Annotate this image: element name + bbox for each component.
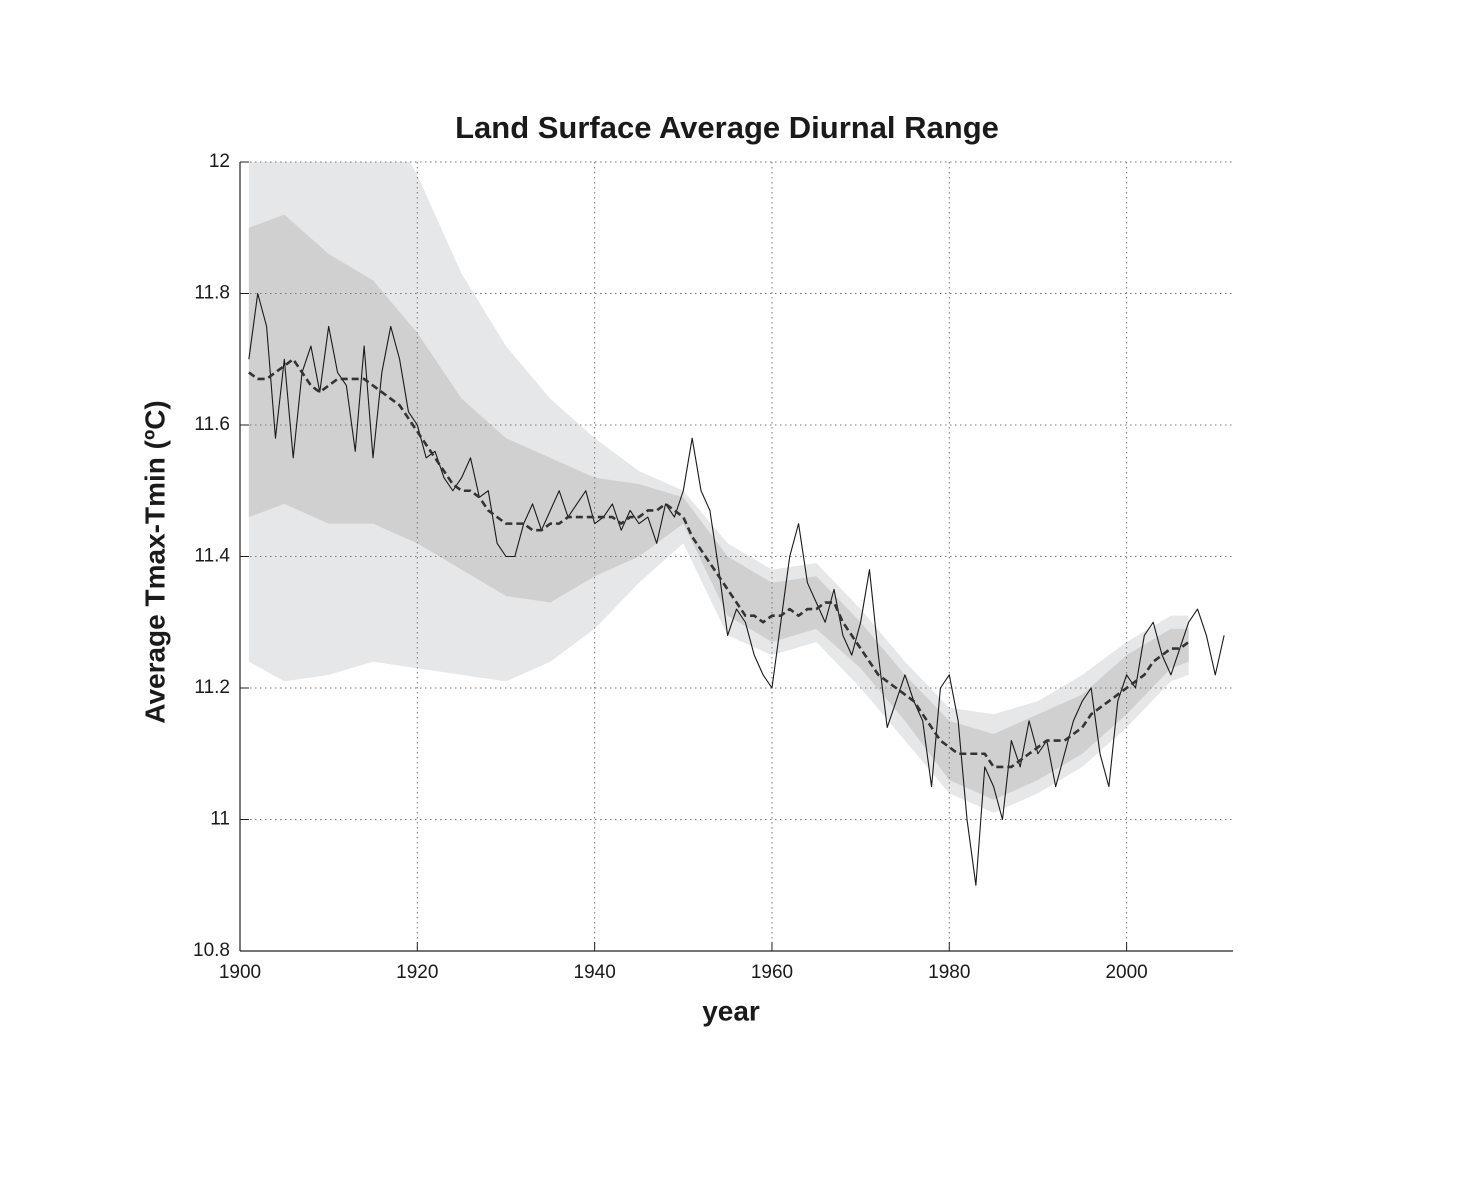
x-tick-label: 1940 [574,962,616,983]
uncertainty-band [248,214,1189,800]
data-line [248,292,1225,886]
y-tick-label: 10.8 [193,940,230,961]
x-tick-label: 1960 [751,962,793,983]
x-axis-label: year [702,995,760,1026]
x-tick-label: 1980 [928,962,970,983]
y-tick-label: 11 [210,809,230,830]
y-tick-label: 11.6 [194,414,230,435]
y-tick-label: 11.2 [194,677,230,698]
lines [248,292,1225,886]
smoothed-line [248,357,1190,769]
uncertainty-band [248,162,1189,813]
y-tick-label: 11.8 [194,283,230,304]
y-axis-label: Average Tmax-Tmin (ºC) [139,400,170,723]
x-tick-label: 2000 [1105,962,1147,983]
x-tick-label: 1900 [219,962,261,983]
y-tick-label: 11.4 [194,546,230,567]
axes: 10.8 11 11.2 11.4 11.6 11.8 12 1900 1920 1940 1960… [193,151,1233,983]
chart-title: Land Surface Average Diurnal Range [455,110,999,145]
bands [248,162,1189,813]
y-tick-label: 12 [209,151,230,172]
x-tick-label: 1920 [396,962,438,983]
